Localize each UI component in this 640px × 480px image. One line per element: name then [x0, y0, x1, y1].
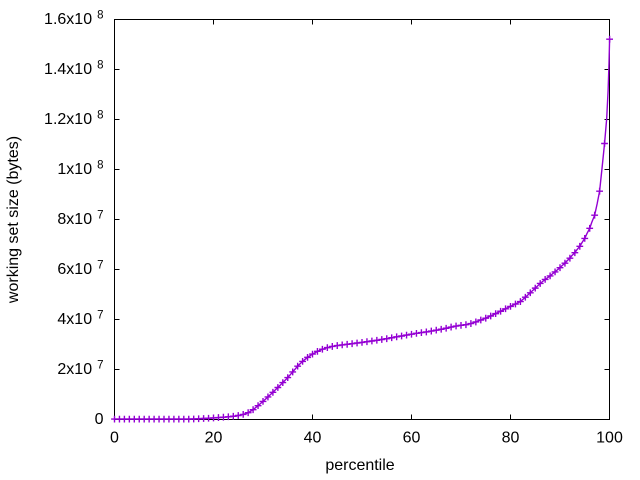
- svg-text:0: 0: [95, 411, 104, 428]
- svg-text:40: 40: [304, 430, 322, 447]
- svg-text:80: 80: [502, 430, 520, 447]
- svg-text:working set size (bytes): working set size (bytes): [5, 136, 22, 304]
- svg-text:20: 20: [205, 430, 223, 447]
- svg-text:100: 100: [596, 430, 623, 447]
- svg-text:60: 60: [403, 430, 421, 447]
- svg-text:0: 0: [110, 430, 119, 447]
- svg-text:percentile: percentile: [325, 457, 394, 474]
